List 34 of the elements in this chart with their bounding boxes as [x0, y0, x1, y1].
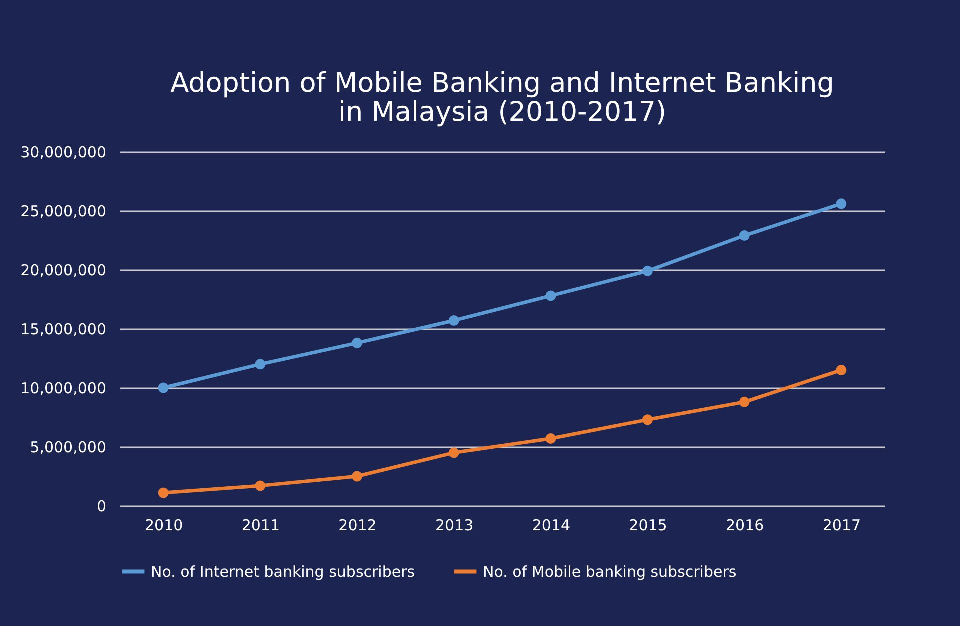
point	[546, 434, 556, 444]
point	[158, 382, 169, 394]
point	[739, 396, 750, 408]
point	[642, 414, 653, 426]
point	[448, 448, 460, 458]
point	[255, 480, 266, 492]
x-tick-label: 2012	[338, 516, 377, 534]
x-tick-label: 2010	[144, 516, 184, 534]
x-tick-label: 2013	[435, 516, 474, 534]
y-tick-label: 5,000,000	[30, 438, 106, 456]
point	[836, 198, 847, 210]
point	[352, 338, 362, 348]
legend-label: No. of Mobile banking subscribers	[483, 562, 737, 581]
point	[255, 359, 266, 370]
x-tick-label: 2016	[726, 516, 764, 534]
point	[448, 316, 460, 326]
x-tick-label: 2011	[242, 516, 280, 534]
x-tick-label: 2015	[629, 516, 668, 534]
point	[642, 266, 653, 276]
x-tick-label: 2014	[532, 516, 571, 534]
y-tick-label: 0	[96, 498, 106, 516]
point	[836, 365, 847, 376]
point	[739, 230, 750, 242]
y-tick-label: 25,000,000	[20, 202, 106, 220]
y-tick-label: 20,000,000	[20, 262, 106, 280]
point	[352, 471, 362, 482]
chart-title: Adoption of Mobile Banking and Internet Banking in Malaysia (2010-2017)	[170, 68, 834, 128]
y-tick-label: 15,000,000	[20, 320, 106, 338]
y-tick-label: 10,000,000	[20, 380, 106, 398]
x-tick-label: 2017	[822, 516, 862, 534]
point	[546, 290, 556, 302]
point	[158, 488, 169, 498]
legend-label: No. of Internet banking subscribers	[151, 562, 416, 581]
y-tick-label: 30,000,000	[20, 144, 106, 162]
